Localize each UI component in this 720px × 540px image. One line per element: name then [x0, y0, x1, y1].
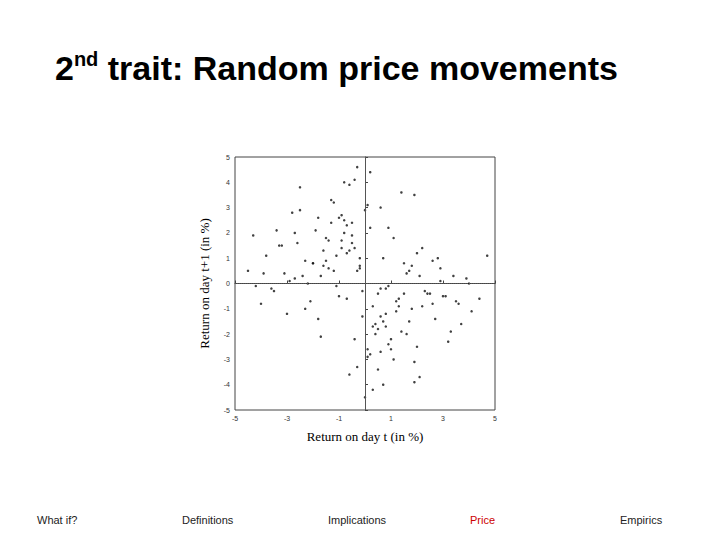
svg-text:5: 5	[226, 154, 230, 161]
svg-text:-5: -5	[232, 415, 238, 422]
svg-text:trait: Random price movements: trait: Random price movements	[98, 49, 618, 87]
svg-text:-3: -3	[224, 356, 230, 363]
svg-text:0: 0	[226, 280, 230, 287]
svg-text:Empirics: Empirics	[620, 514, 663, 526]
svg-text:Implications: Implications	[328, 514, 387, 526]
svg-text:-1: -1	[336, 415, 342, 422]
svg-text:1: 1	[226, 255, 230, 262]
svg-text:5: 5	[493, 415, 497, 422]
svg-text:3: 3	[226, 204, 230, 211]
svg-text:-2: -2	[224, 331, 230, 338]
svg-text:-1: -1	[224, 305, 230, 312]
svg-text:4: 4	[226, 179, 230, 186]
svg-text:-5: -5	[224, 407, 230, 414]
svg-text:3: 3	[441, 415, 445, 422]
svg-text:What if?: What if?	[37, 514, 77, 526]
svg-text:-3: -3	[284, 415, 290, 422]
svg-text:Return on day t+1 (in %): Return on day t+1 (in %)	[197, 218, 212, 348]
svg-text:Definitions: Definitions	[182, 514, 234, 526]
svg-text:Price: Price	[470, 514, 495, 526]
svg-text:Return on day t (in %): Return on day t (in %)	[307, 429, 424, 444]
svg-text:1: 1	[389, 415, 393, 422]
svg-text:2: 2	[55, 49, 74, 87]
svg-text:nd: nd	[74, 48, 98, 70]
svg-text:2: 2	[226, 229, 230, 236]
svg-text:-4: -4	[224, 381, 230, 388]
